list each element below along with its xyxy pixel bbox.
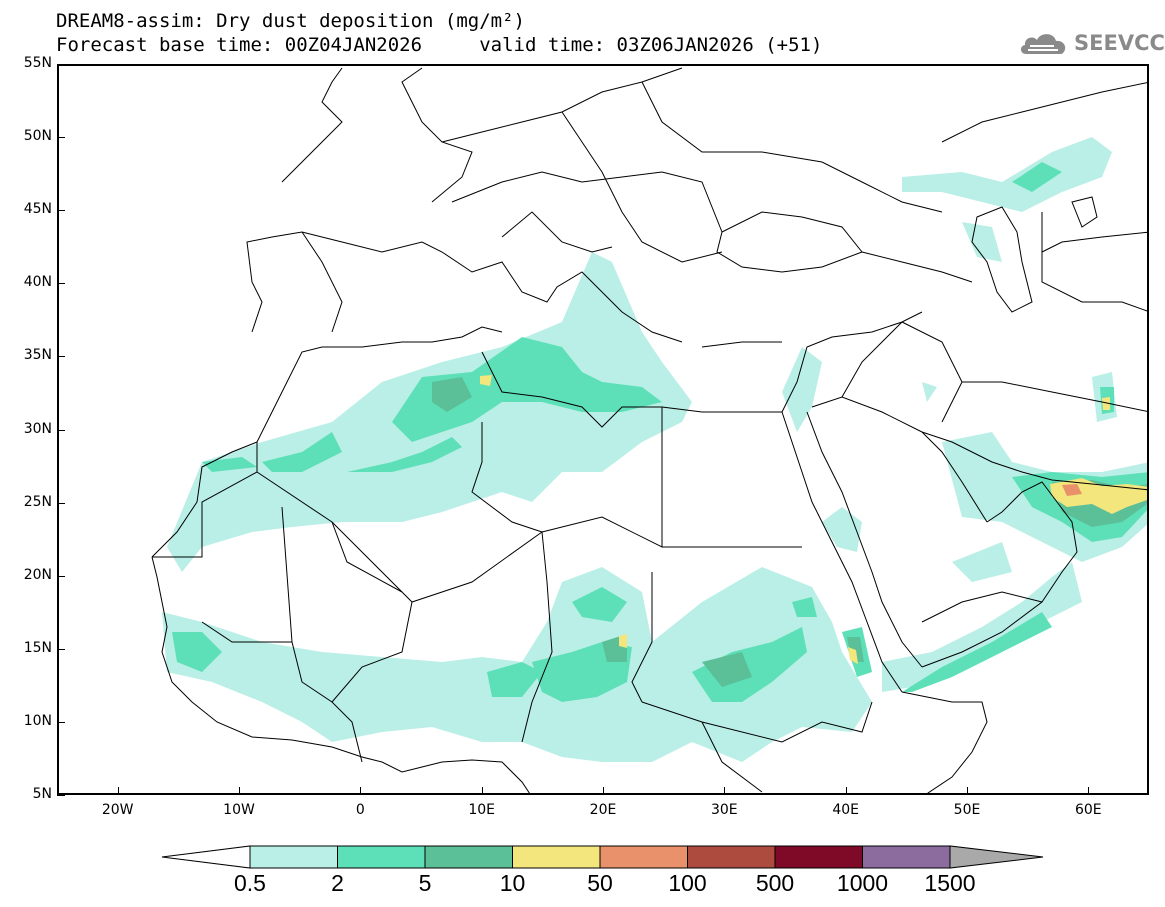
legend-swatch <box>862 845 951 869</box>
lat-label: 15N <box>23 639 52 656</box>
deposition-band-2 <box>172 162 1147 702</box>
lat-tick <box>57 648 65 650</box>
lon-label: 0 <box>355 802 365 818</box>
lon-label: 30E <box>710 802 738 818</box>
legend-swatch <box>424 845 513 869</box>
legend-label: 50 <box>587 870 613 896</box>
lon-label: 60E <box>1074 802 1102 818</box>
lon-tick <box>724 787 726 795</box>
lat-label: 20N <box>23 566 52 583</box>
legend-swatch <box>249 845 338 869</box>
lon-tick <box>967 787 968 795</box>
legend-label: 1000 <box>836 870 889 896</box>
lat-tick <box>57 795 65 796</box>
lat-tick <box>57 575 65 577</box>
legend-swatch <box>687 845 776 869</box>
legend-label: 500 <box>755 870 795 896</box>
legend-label: 1500 <box>924 870 976 896</box>
lon-label: 20E <box>589 802 617 818</box>
legend-swatch <box>337 845 426 869</box>
lat-label: 45N <box>23 201 52 218</box>
coastlines-borders <box>151 67 1147 793</box>
map-panel <box>57 64 1149 795</box>
lon-tick <box>845 787 847 795</box>
lon-tick <box>360 787 362 795</box>
lon-label: 40E <box>832 802 859 818</box>
lat-tick <box>57 429 65 431</box>
lon-label: 50E <box>953 802 981 818</box>
lat-tick <box>57 502 65 504</box>
legend-label: 0.5 <box>234 870 266 896</box>
lon-tick <box>603 787 604 795</box>
chart-subtitle-times: Forecast base time: 00Z04JAN2026 valid t… <box>56 34 823 56</box>
lon-tick <box>481 787 483 795</box>
chart-title: DREAM8-assim: Dry dust deposition (mg/m²… <box>56 10 525 32</box>
legend-over-triangle <box>949 845 1044 869</box>
logo-text: SEEVCCC <box>1074 31 1165 55</box>
lat-tick <box>57 356 65 358</box>
lat-label: 55N <box>23 55 52 71</box>
legend-swatch <box>512 845 601 869</box>
dust-deposition-map <box>151 67 1147 793</box>
legend-label: 2 <box>331 870 344 896</box>
lat-tick <box>57 137 65 139</box>
lat-tick <box>57 64 65 65</box>
lat-tick <box>57 721 65 723</box>
legend-colorbar <box>161 845 1044 869</box>
seevccc-logo: SEEVCCC <box>1018 28 1165 60</box>
lat-tick <box>57 210 65 212</box>
deposition-band-50 <box>1062 484 1082 496</box>
lat-label: 10N <box>23 712 52 729</box>
lon-tick <box>1088 787 1090 795</box>
lat-label: 25N <box>23 493 52 510</box>
lon-label: 10E <box>468 802 495 818</box>
lat-label: 5N <box>32 786 52 802</box>
lon-label: 20W <box>101 802 134 818</box>
lat-label: 35N <box>23 347 52 364</box>
legend-label: 100 <box>668 870 707 896</box>
lon-label: 10W <box>223 802 255 818</box>
lat-label: 50N <box>23 128 52 145</box>
lon-tick <box>117 787 119 795</box>
legend-label: 5 <box>418 870 432 896</box>
cloud-logo-icon <box>1020 34 1066 54</box>
lat-label: 40N <box>23 274 52 291</box>
legend-label: 10 <box>499 870 526 896</box>
legend-swatch <box>774 845 863 869</box>
legend-under-triangle <box>161 845 251 869</box>
lat-tick <box>57 283 65 285</box>
legend-swatch <box>599 845 688 869</box>
lon-tick <box>239 787 240 795</box>
lat-label: 30N <box>23 420 52 437</box>
